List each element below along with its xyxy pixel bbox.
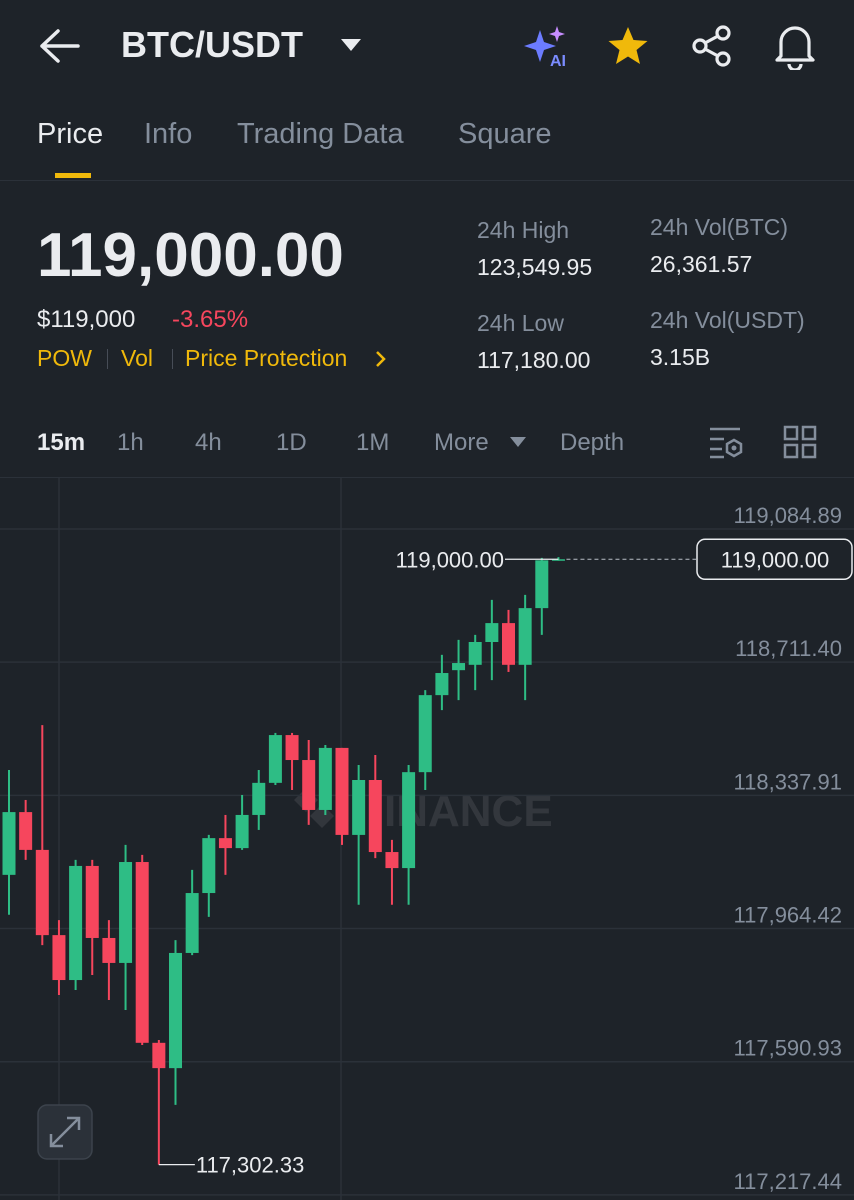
candle-body — [235, 814, 249, 849]
candle-body — [35, 849, 49, 936]
tab[interactable]: Info — [144, 118, 193, 150]
min-label: 117,302.33 — [196, 1153, 304, 1178]
candle-body — [468, 641, 482, 665]
stat-value: 117,180.00 — [477, 347, 591, 373]
candle-body — [518, 608, 532, 665]
candle-body — [535, 560, 549, 609]
stat-label: 24h High — [477, 217, 570, 243]
pair-title[interactable]: BTC/USDT — [121, 24, 303, 65]
y-tick-label: 117,964.42 — [734, 903, 842, 928]
max-label: 119,000.00 — [396, 547, 504, 572]
y-tick-label: 119,084.89 — [734, 503, 842, 528]
fiat-price: $119,000 — [37, 306, 136, 333]
tag[interactable]: POW — [37, 345, 92, 371]
stat-label: 24h Vol(BTC) — [650, 214, 789, 240]
favorite-star[interactable] — [606, 25, 650, 67]
candle-body — [335, 747, 349, 835]
candle-body — [402, 772, 416, 869]
stat-value: 26,361.57 — [650, 251, 753, 277]
candle-body — [418, 695, 432, 773]
y-tick-label: 117,217.44 — [734, 1169, 842, 1194]
interval[interactable]: Depth — [560, 429, 625, 456]
candle-body — [19, 812, 33, 850]
candle-body — [218, 838, 232, 849]
tab[interactable]: Trading Data — [237, 118, 404, 150]
layout-grid[interactable] — [783, 425, 817, 459]
chevron — [376, 351, 386, 367]
stat-value: 3.15B — [650, 344, 711, 370]
candle-body — [169, 952, 182, 1069]
candle-body — [502, 623, 515, 665]
candle-body — [119, 862, 133, 963]
current-price-label: 119,000.00 — [721, 547, 829, 572]
watermark: INANCE — [294, 787, 553, 836]
y-tick-label: 118,337.91 — [734, 769, 842, 794]
current-price-tag — [696, 538, 853, 581]
svg-text:AI: AI — [550, 53, 566, 70]
last-price: 119,000.00 — [37, 221, 344, 290]
pair-dropdown[interactable] — [340, 38, 362, 52]
stat-value: 123,549.95 — [477, 254, 593, 280]
fullscreen-button[interactable] — [37, 1104, 93, 1160]
share-button[interactable] — [690, 24, 734, 68]
candle-body — [452, 663, 466, 671]
candle-body — [185, 893, 199, 953]
tag[interactable]: Vol — [121, 345, 153, 371]
candle-body — [135, 862, 149, 1043]
interval[interactable]: 15m — [37, 429, 86, 456]
candle-body — [435, 673, 449, 696]
candle-body — [551, 559, 565, 561]
tab[interactable]: Price — [37, 118, 104, 150]
y-tick-label: 117,590.93 — [734, 1036, 842, 1061]
candle-body — [152, 1042, 166, 1069]
candle-body — [52, 935, 66, 981]
back-button[interactable] — [38, 28, 80, 64]
divider — [0, 180, 854, 181]
interval[interactable]: 1h — [117, 429, 144, 456]
candle-body — [252, 782, 266, 815]
price-change: -3.65% — [172, 306, 249, 333]
tag[interactable]: Price Protection — [185, 345, 348, 371]
candle-body — [385, 852, 399, 869]
candle-body — [368, 780, 382, 853]
candle-body — [285, 735, 299, 761]
candlestick-chart: INANCE 119,084.89 118,711.40 118,337.91 117… — [0, 478, 854, 1200]
interval[interactable]: 1M — [356, 429, 390, 456]
candle-body — [352, 780, 366, 835]
divider — [0, 477, 854, 478]
separator — [172, 349, 173, 369]
interval[interactable]: 4h — [195, 429, 222, 456]
candle-body — [85, 865, 99, 938]
candle-body — [318, 747, 332, 810]
indicator-settings[interactable] — [708, 425, 744, 459]
candle-body — [2, 812, 16, 875]
interval[interactable]: 1D — [276, 429, 307, 456]
y-tick-label: 118,711.40 — [735, 636, 842, 661]
more-caret — [510, 437, 526, 447]
tab-indicator — [55, 173, 91, 178]
stat-label: 24h Vol(USDT) — [650, 307, 805, 333]
candle-body — [485, 623, 499, 642]
candle-body — [268, 735, 282, 783]
candle-body — [69, 865, 83, 981]
tab[interactable]: Square — [458, 118, 552, 150]
candle-body — [202, 838, 216, 894]
candle-body — [102, 937, 116, 963]
ai-icon[interactable]: AI — [524, 24, 572, 70]
interval[interactable]: More — [434, 429, 489, 456]
candle-body — [302, 760, 316, 810]
alert-bell[interactable] — [773, 22, 817, 70]
stat-label: 24h Low — [477, 310, 564, 336]
separator — [107, 349, 108, 369]
